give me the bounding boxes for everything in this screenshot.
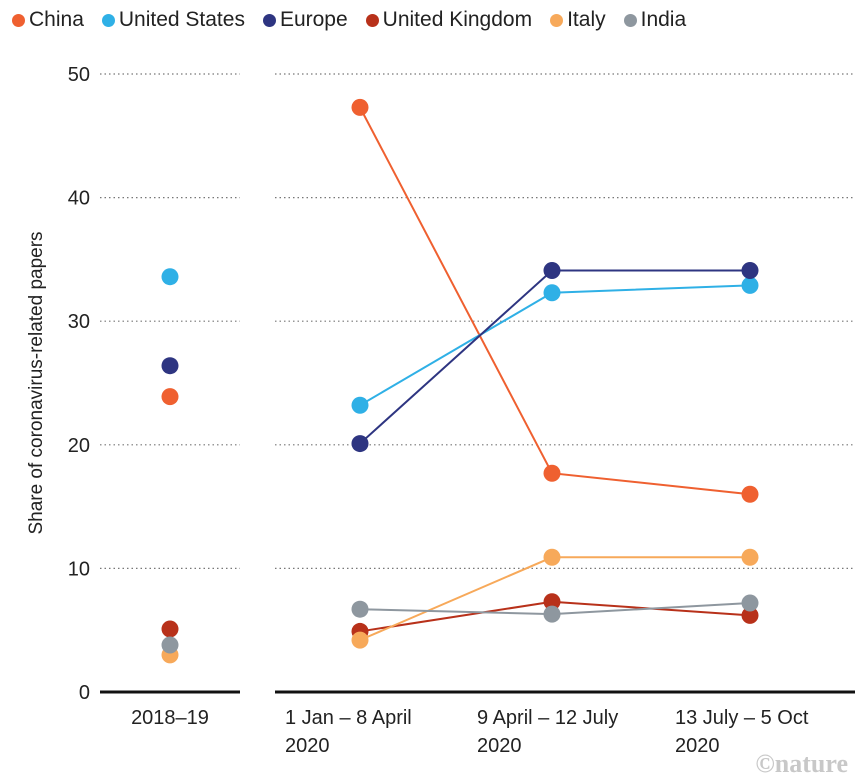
legend-item: Italy [550, 8, 606, 32]
legend-label: Europe [279, 8, 348, 31]
data-point-italy [543, 548, 561, 566]
legend-label: China [29, 8, 84, 31]
legend-item: China [12, 8, 84, 32]
legend-dot-icon [12, 13, 25, 27]
y-tick-label: 30 [68, 311, 90, 333]
legend-dot-icon [623, 13, 637, 27]
x-tick-label: 13 July – 5 Oct [675, 707, 809, 729]
data-point-united-kingdom [741, 606, 759, 624]
x-tick-label-year: 2020 [675, 735, 720, 757]
data-point-united-kingdom [543, 593, 561, 611]
data-point-europe [161, 357, 179, 375]
legend-item: United Kingdom [365, 8, 533, 32]
data-point-india [543, 605, 561, 623]
data-point-italy [741, 548, 759, 566]
data-point-united-states [161, 268, 179, 286]
data-point-india [741, 594, 759, 612]
series-line-united-states [359, 284, 751, 407]
x-tick-label-year: 2020 [285, 735, 330, 757]
x-tick-label-year: 2020 [477, 735, 522, 757]
data-point-europe [543, 262, 561, 280]
credit-watermark: ©nature [755, 749, 848, 778]
y-axis-label: Share of coronavirus-related papers [26, 231, 47, 534]
data-point-europe [741, 262, 759, 280]
legend-label: India [640, 8, 687, 31]
x-tick-label: 9 April – 12 July [477, 707, 618, 729]
series-line-china [359, 106, 751, 496]
legend-label: United Kingdom [382, 8, 533, 31]
data-point-china [351, 98, 369, 116]
data-point-india [161, 636, 179, 654]
data-point-china [741, 485, 759, 503]
y-tick-label: 10 [68, 558, 90, 580]
data-point-united-states [741, 276, 759, 294]
legend-dot-icon [365, 13, 379, 27]
data-point-china [543, 464, 561, 482]
y-tick-label: 40 [68, 188, 90, 210]
legend-dot-icon [101, 13, 115, 27]
x-tick-label: 2018–19 [131, 707, 209, 729]
legend-dot-icon [262, 13, 276, 27]
data-point-india [351, 600, 369, 618]
data-point-italy [351, 631, 369, 649]
legend-label: Italy [567, 8, 606, 31]
data-point-europe [351, 435, 369, 453]
data-point-united-kingdom [161, 620, 179, 638]
y-tick-label: 0 [79, 682, 90, 704]
legend-item: United States [101, 8, 245, 32]
legend-dot-icon [550, 13, 564, 27]
data-point-united-states [351, 396, 369, 414]
legend-item: Europe [262, 8, 348, 32]
data-point-china [161, 388, 179, 406]
legend-item: India [623, 8, 687, 32]
x-tick-label: 1 Jan – 8 April [285, 707, 412, 729]
y-tick-label: 20 [68, 435, 90, 457]
y-tick-label: 50 [68, 64, 90, 86]
data-point-united-states [543, 284, 561, 302]
legend: China United States Europe United Kingdom It… [12, 8, 686, 32]
legend-label: United States [118, 8, 245, 31]
